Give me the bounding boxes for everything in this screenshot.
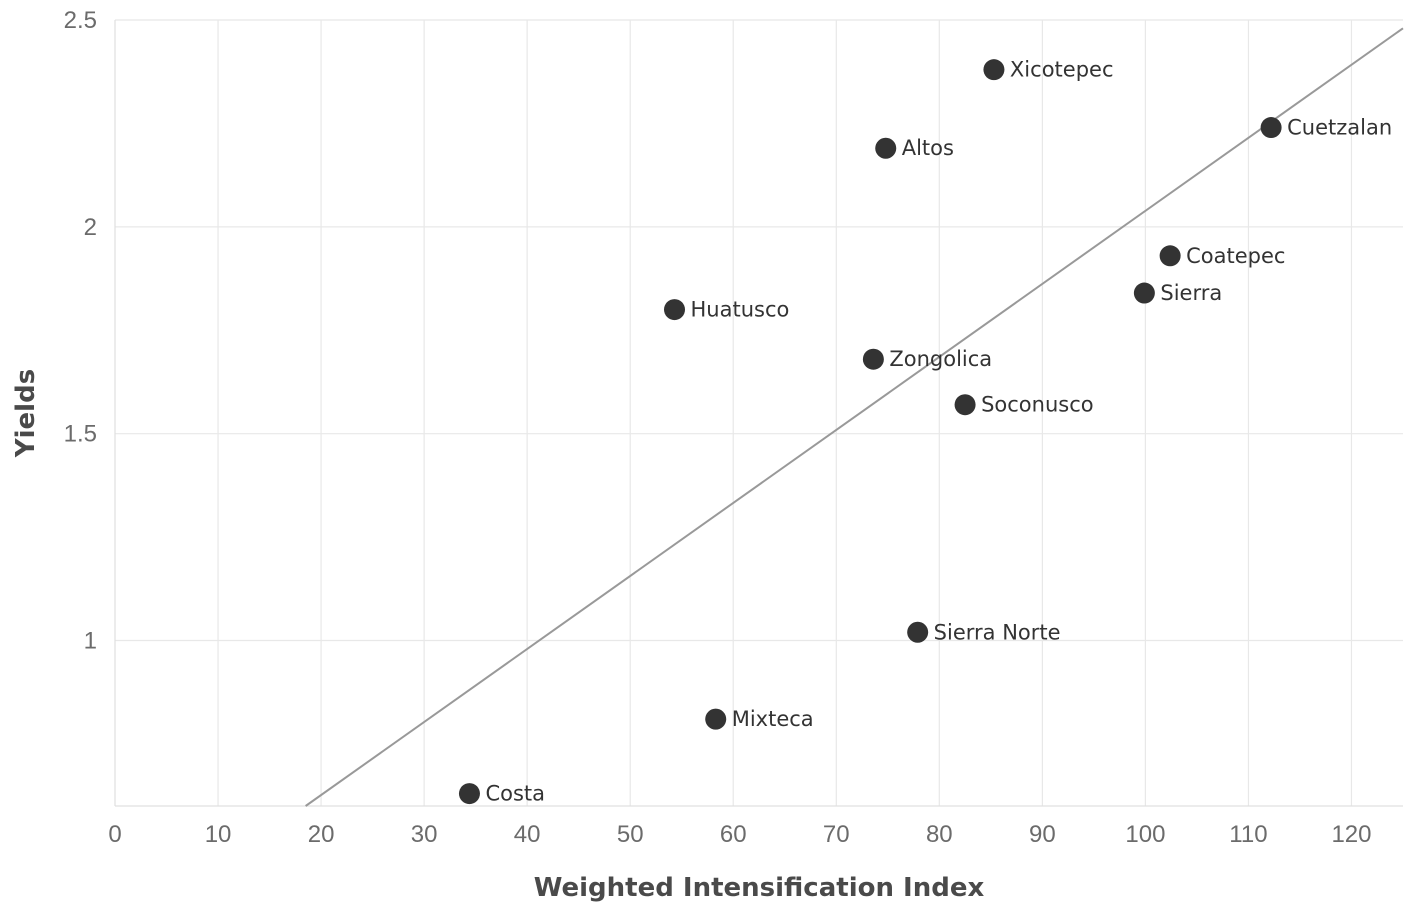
x-tick-label: 10 (205, 821, 232, 848)
data-point (954, 394, 976, 416)
points-layer (458, 59, 1282, 805)
point-label: Huatusco (691, 298, 790, 322)
x-tick-label: 20 (308, 821, 335, 848)
x-tick-label: 40 (514, 821, 541, 848)
trend-line (305, 27, 1404, 807)
trend-layer (305, 27, 1404, 807)
data-point (1159, 245, 1181, 267)
point-label: Costa (485, 782, 545, 806)
point-label: Cuetzalan (1287, 116, 1392, 140)
y-tick-label: 2 (84, 214, 97, 241)
data-point (664, 299, 686, 321)
data-point (907, 621, 929, 643)
x-tick-label: 110 (1229, 821, 1267, 848)
data-point (705, 708, 727, 730)
data-point (983, 59, 1005, 81)
x-tick-label: 70 (823, 821, 850, 848)
y-tick-label: 2.5 (64, 7, 97, 34)
point-label: Altos (902, 136, 954, 160)
data-point (875, 137, 897, 159)
y-tick-label: 1 (84, 628, 97, 655)
ticks-layer: 0 10 20 30 40 50 60 70 80 90 100 110 120 1 1.5 2 2.5 (64, 7, 1372, 848)
point-label: Mixteca (732, 707, 814, 731)
grid-layer (114, 19, 1403, 807)
labels-layer: Xicotepec Cuetzalan Altos Coatepec Sierra Hua… (485, 58, 1392, 806)
data-point (862, 348, 884, 370)
y-axis-title: Yields (11, 369, 41, 458)
point-label: Sierra Norte (934, 620, 1061, 644)
x-axis-title: Weighted Intensification Index (534, 873, 985, 903)
data-point (1133, 282, 1155, 304)
x-tick-label: 0 (108, 821, 121, 848)
point-label: Coatepec (1186, 244, 1285, 268)
x-tick-label: 50 (617, 821, 644, 848)
point-label: Zongolica (889, 347, 992, 371)
point-label: Xicotepec (1010, 58, 1114, 82)
y-tick-label: 1.5 (64, 421, 97, 448)
data-point (458, 783, 480, 805)
point-label: Soconusco (981, 393, 1094, 417)
data-point (1260, 117, 1282, 139)
x-tick-label: 60 (720, 821, 747, 848)
x-tick-label: 80 (926, 821, 953, 848)
point-label: Sierra (1160, 281, 1222, 305)
x-tick-label: 120 (1331, 821, 1371, 848)
x-tick-label: 30 (411, 821, 438, 848)
x-tick-label: 90 (1029, 821, 1056, 848)
x-tick-label: 100 (1125, 821, 1165, 848)
